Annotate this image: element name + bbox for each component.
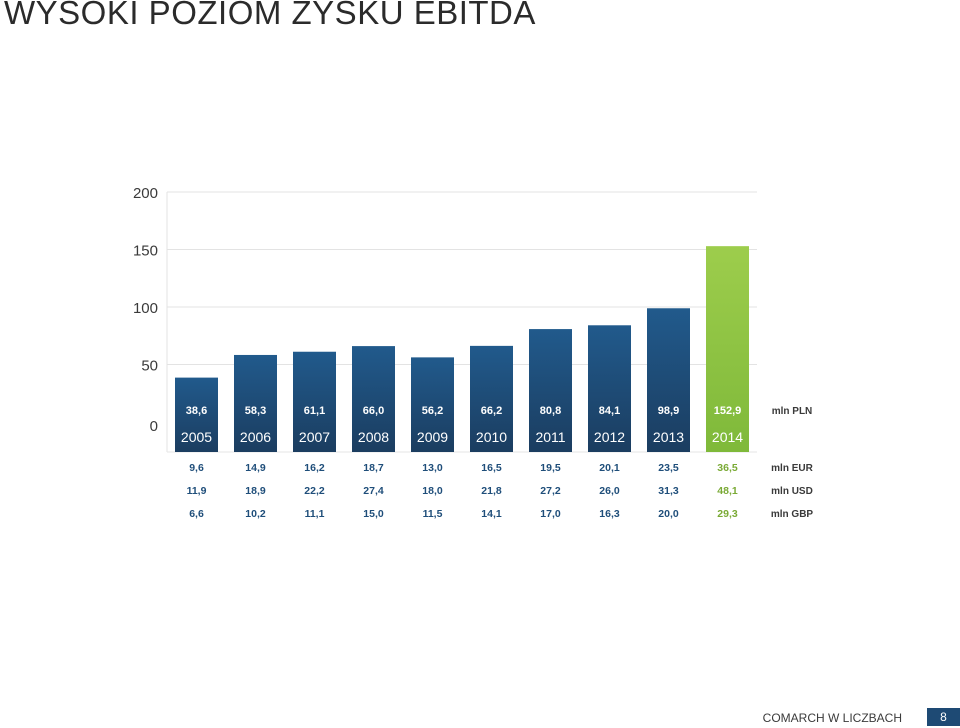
bar-2006 [234, 354, 277, 452]
x-tick-label: 2005 [181, 429, 212, 445]
bar-value-label: 61,1 [304, 405, 325, 417]
x-tick-label: 2013 [653, 429, 684, 445]
currency-value: 21,8 [481, 485, 502, 497]
x-tick-label: 2009 [417, 429, 448, 445]
currency-value: 23,5 [658, 462, 679, 474]
unit-label: mln EUR [771, 463, 813, 474]
bar-value-label: 66,2 [481, 405, 502, 417]
x-axis-ticks: 2005 2006 2007 2008 2009 2010 2011 2012 2013 2014 [181, 429, 743, 445]
bar-value-label: 38,6 [186, 405, 207, 417]
currency-value: 27,4 [363, 485, 384, 497]
currency-value: 6,6 [189, 508, 204, 520]
currency-value: 14,9 [245, 462, 266, 474]
bar-value-label: 84,1 [599, 405, 620, 417]
x-tick-label: 2007 [299, 429, 330, 445]
bar-2009 [411, 357, 454, 452]
currency-value: 31,3 [658, 485, 679, 497]
currency-value: 13,0 [422, 462, 443, 474]
unit-label: mln GBP [771, 509, 814, 520]
currency-value: 10,2 [245, 508, 266, 520]
currency-value: 18,0 [422, 485, 443, 497]
currency-value: 18,9 [245, 485, 266, 497]
bar-2007 [293, 351, 336, 452]
chart-bars [175, 246, 749, 452]
bar-2005 [175, 377, 218, 452]
currency-value: 15,0 [363, 508, 384, 520]
y-tick-label: 100 [133, 300, 158, 317]
currency-value: 18,7 [363, 462, 384, 474]
x-tick-label: 2011 [535, 429, 565, 445]
currency-value: 9,6 [189, 462, 204, 474]
currency-value: 36,5 [717, 462, 738, 474]
bar-value-labels: 38,6 58,3 61,1 66,0 56,2 66,2 80,8 84,1 98,9 152,… [186, 405, 741, 417]
currency-value: 27,2 [540, 485, 561, 497]
x-tick-label: 2014 [712, 429, 743, 445]
currency-value: 14,1 [481, 508, 502, 520]
currency-value: 11,1 [305, 508, 325, 520]
y-tick-label: 150 [133, 243, 158, 260]
currency-value: 11,5 [423, 508, 443, 520]
page-title: WYSOKI POZIOM ZYSKU EBITDA [4, 0, 536, 31]
x-tick-label: 2006 [240, 429, 271, 445]
currency-value: 20,1 [599, 462, 620, 474]
bar-2014 [706, 246, 749, 452]
currency-value: 16,3 [599, 508, 620, 520]
bar-value-label: 152,9 [714, 405, 742, 417]
currency-value: 16,5 [481, 462, 502, 474]
y-tick-label: 200 [133, 185, 158, 202]
x-tick-label: 2008 [358, 429, 389, 445]
currency-value: 16,2 [304, 462, 325, 474]
currency-value: 22,2 [304, 485, 325, 497]
currency-value: 20,0 [658, 508, 679, 520]
x-tick-label: 2012 [594, 429, 625, 445]
currency-value: 29,3 [717, 508, 738, 520]
y-tick-label: 0 [150, 418, 158, 435]
unit-label: mln USD [771, 486, 813, 497]
bar-value-label: 98,9 [658, 405, 679, 417]
x-tick-label: 2010 [476, 429, 507, 445]
bar-2011 [529, 329, 572, 452]
unit-labels: mln PLN [772, 406, 813, 417]
bar-2013 [647, 308, 690, 452]
y-tick-label: 50 [141, 358, 158, 375]
bar-value-label: 58,3 [245, 405, 266, 417]
bar-value-label: 56,2 [422, 405, 443, 417]
unit-label-pln: mln PLN [772, 406, 813, 417]
bar-value-label: 66,0 [363, 405, 384, 417]
bar-2012 [588, 325, 631, 452]
currency-value: 19,5 [540, 462, 561, 474]
footer-text: COMARCH W LICZBACH [762, 711, 902, 725]
bar-value-label: 80,8 [540, 405, 561, 417]
y-axis-ticks: 0 50 100 150 200 [133, 185, 158, 435]
currency-value: 17,0 [540, 508, 561, 520]
page-number: 8 [927, 708, 960, 726]
currency-value: 26,0 [599, 485, 620, 497]
currency-value: 11,9 [187, 485, 207, 497]
currency-value: 48,1 [717, 485, 738, 497]
bar-2010 [470, 345, 513, 452]
bar-2008 [352, 346, 395, 452]
currency-rows: 9,6 14,9 16,2 18,7 13,0 16,5 19,5 20,1 23,5 36,5 m… [187, 462, 814, 520]
